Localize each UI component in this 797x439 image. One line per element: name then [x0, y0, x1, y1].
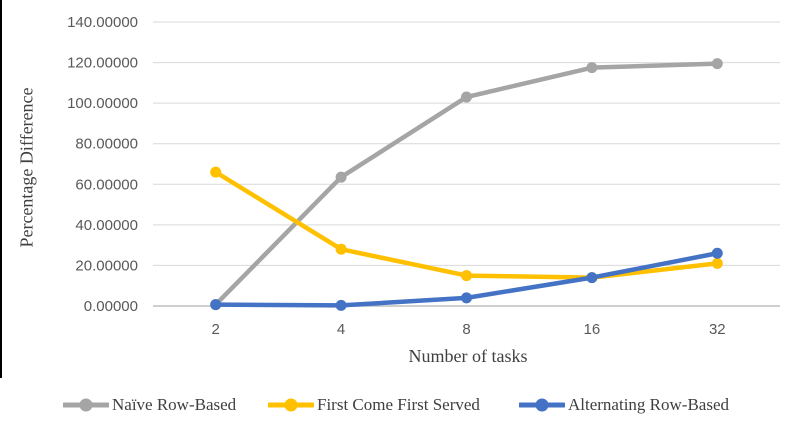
x-tick-label: 2 [212, 321, 220, 338]
x-axis-title: Number of tasks [408, 346, 528, 366]
data-point-alternating-row-based [210, 299, 222, 311]
x-tick-label: 32 [709, 321, 726, 338]
data-point-alternating-row-based [335, 299, 347, 311]
plot-area: 0.00000 20.00000 40.00000 60.00000 80.00000 1… [67, 14, 780, 338]
y-axis-title: Percentage Difference [16, 87, 37, 248]
y-tick-label: 100.00000 [67, 95, 138, 112]
data-point-first-come-first-served [210, 166, 222, 178]
line-marker-icon [268, 398, 314, 412]
x-tick-label: 4 [337, 321, 345, 338]
legend-item-alternating-row-based: Alternating Row-Based [519, 394, 729, 416]
x-tick-label: 16 [584, 321, 601, 338]
legend-label: Alternating Row-Based [568, 395, 729, 414]
y-tick-label: 140.00000 [67, 14, 138, 31]
data-point-alternating-row-based [711, 247, 723, 259]
data-point-first-come-first-served [711, 257, 723, 269]
window-edge-artifact [0, 0, 2, 378]
data-point-na-ve-row-based [335, 171, 347, 183]
legend: Naïve Row-Based First Come First Served … [0, 394, 797, 418]
y-tick-label: 60.00000 [75, 176, 138, 193]
y-tick-label: 120.00000 [67, 55, 138, 72]
legend-label: Naïve Row-Based [112, 395, 237, 414]
line-marker-icon [519, 398, 565, 412]
data-point-na-ve-row-based [711, 58, 723, 70]
y-tick-label: 40.00000 [75, 217, 138, 234]
data-point-first-come-first-served [335, 243, 347, 255]
x-tick-label: 8 [462, 321, 470, 338]
legend-item-naive-row-based: Naïve Row-Based [63, 394, 236, 416]
line-marker-icon [63, 398, 109, 412]
data-point-na-ve-row-based [586, 62, 598, 74]
data-point-alternating-row-based [461, 292, 472, 304]
data-point-first-come-first-served [461, 270, 472, 282]
y-tick-label: 0.00000 [84, 298, 138, 315]
y-tick-label: 20.00000 [75, 257, 138, 274]
y-tick-label: 80.00000 [75, 136, 138, 153]
legend-item-first-come-first-served: First Come First Served [268, 394, 480, 416]
data-point-alternating-row-based [586, 272, 598, 284]
data-point-na-ve-row-based [461, 91, 472, 103]
legend-label: First Come First Served [317, 395, 480, 414]
